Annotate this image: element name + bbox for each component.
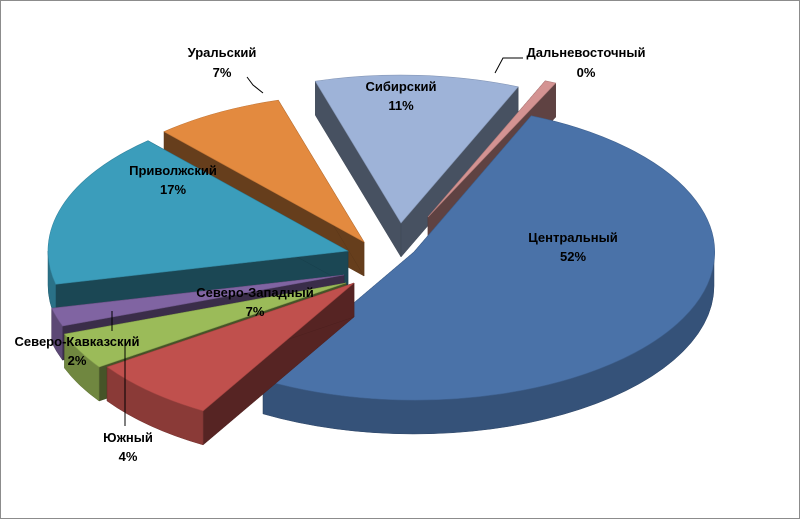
label-group-centralny: Центральный 52% [528,230,617,264]
pie-slice-1 [106,282,355,446]
slice-top [47,140,349,285]
slice-label-severo-kavkazsky-name: Северо-Кавказский [15,334,140,349]
leader-lines [111,57,523,426]
slice-top [427,80,557,218]
label-group-privolzhsky: Приволжский 17% [129,163,217,197]
leader-line [246,76,264,94]
slice-label-sibirsky-name: Сибирский [365,79,436,94]
leader-line [494,57,523,74]
slice-label-severo-kavkazsky-value: 2% [68,353,87,368]
slice-top [63,282,347,368]
label-group-dalnevostochny: Дальневосточный 0% [527,45,646,80]
label-group-uralsky: Уральский 7% [188,45,257,80]
slice-label-uralsky-name: Уральский [188,45,257,60]
slice-top [51,274,345,327]
slice-top [106,282,355,412]
slice-label-severo-zapadny-value: 7% [246,304,265,319]
slice-top [314,74,519,224]
slice-label-uralsky-value: 7% [213,65,232,80]
pie-slice-0 [262,115,715,435]
slice-label-privolzhsky-name: Приволжский [129,163,217,178]
slice-label-sibirsky-value: 11% [388,98,414,113]
slice-label-yuzhny-name: Южный [103,430,153,445]
slice-label-privolzhsky-value: 17% [160,182,186,197]
slice-label-centralny-name: Центральный [528,230,617,245]
slice-label-centralny-value: 52% [560,249,586,264]
slice-label-yuzhny-value: 4% [119,449,138,464]
slice-top [262,115,715,401]
label-group-sibirsky: Сибирский 11% [365,79,436,113]
slice-top [163,99,365,243]
slice-label-dalnevostochny-name: Дальневосточный [527,45,646,60]
label-group-severo-zapadny: Северо-Западный 7% [196,285,314,319]
pie-slices [47,74,715,446]
label-group-severo-kavkazsky: Северо-Кавказский 2% [15,334,140,368]
pie-slice-6 [314,74,519,258]
slice-label-dalnevostochny-value: 0% [577,65,596,80]
label-group-yuzhny: Южный 4% [103,430,153,464]
slice-label-severo-zapadny-name: Северо-Западный [196,285,314,300]
